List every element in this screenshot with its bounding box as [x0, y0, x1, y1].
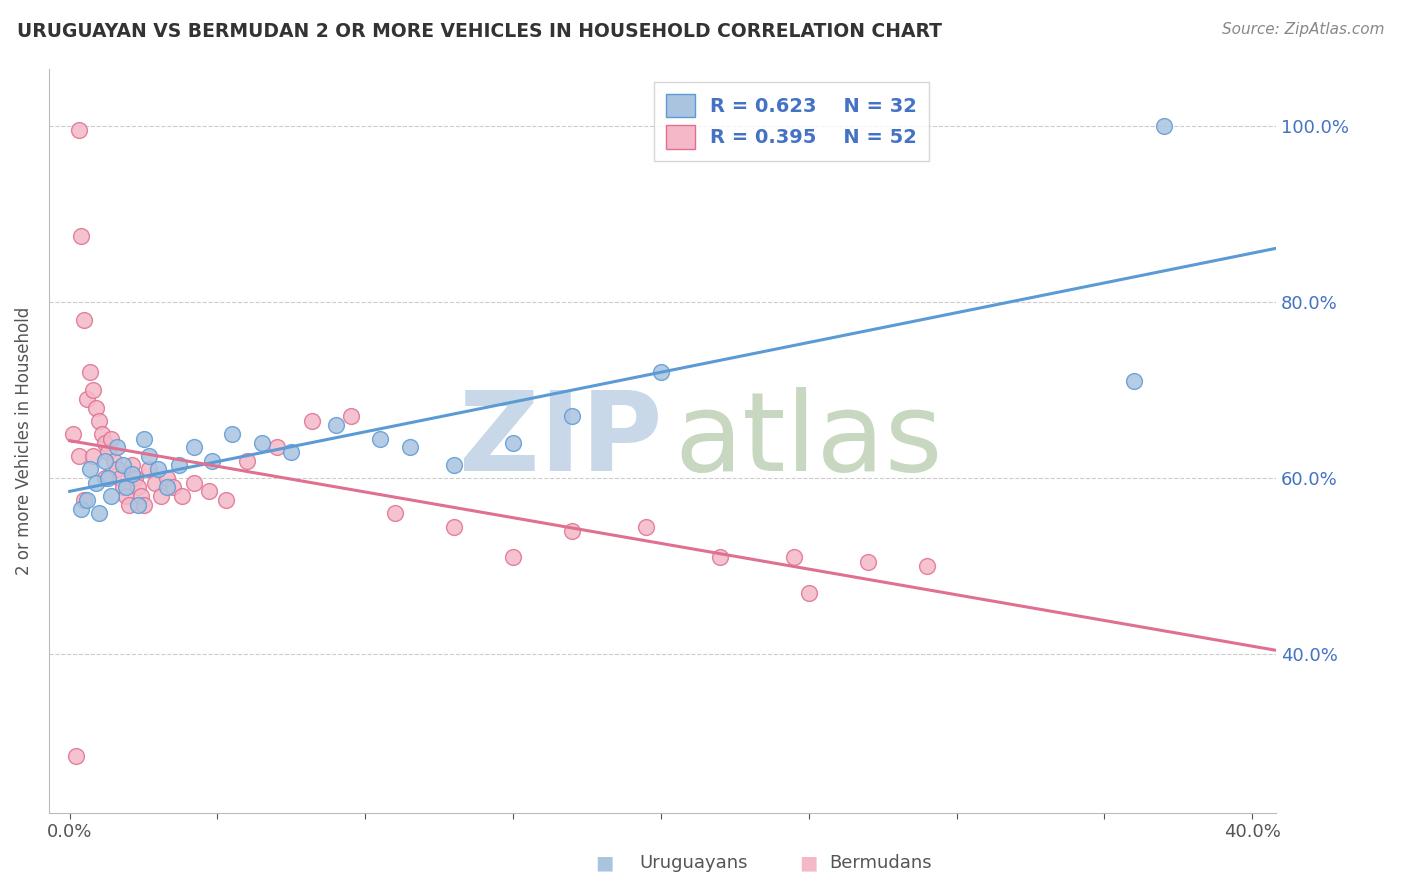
Point [167, 458, 190, 472]
Legend: R = 0.623    N = 32, R = 0.395    N = 52: R = 0.623 N = 32, R = 0.395 N = 52 [654, 82, 929, 161]
Point [398, 440, 420, 454]
Point [502, 436, 524, 450]
Text: URUGUAYAN VS BERMUDAN 2 OR MORE VEHICLES IN HOUSEHOLD CORRELATION CHART: URUGUAYAN VS BERMUDAN 2 OR MORE VEHICLES… [17, 22, 942, 41]
Point [156, 471, 179, 485]
Point [145, 475, 167, 490]
Point [67, 449, 90, 463]
Point [82, 449, 104, 463]
Point [91, 427, 114, 442]
Point [121, 458, 143, 472]
Point [797, 585, 820, 599]
Point [118, 498, 141, 512]
Point [84, 475, 107, 490]
Point [221, 427, 243, 442]
Text: ■: ■ [595, 854, 614, 872]
Point [89, 414, 111, 428]
Point [97, 471, 120, 485]
Text: Uruguayans: Uruguayans [640, 855, 748, 872]
Point [236, 453, 259, 467]
Point [108, 471, 131, 485]
Point [650, 366, 672, 380]
Point [67, 123, 90, 137]
Point [561, 524, 583, 538]
Point [162, 480, 184, 494]
Point [94, 471, 117, 485]
Point [856, 555, 879, 569]
Point [103, 453, 125, 467]
Point [115, 489, 138, 503]
Point [150, 489, 173, 503]
Point [79, 366, 101, 380]
Point [76, 392, 98, 406]
Text: Bermudans: Bermudans [830, 855, 932, 872]
Point [132, 498, 155, 512]
Point [111, 480, 134, 494]
Point [443, 458, 465, 472]
Point [215, 493, 238, 508]
Text: atlas: atlas [675, 387, 943, 494]
Text: ZIP: ZIP [460, 387, 662, 494]
Text: ■: ■ [799, 854, 818, 872]
Point [183, 475, 205, 490]
Point [124, 471, 146, 485]
Point [84, 401, 107, 415]
Point [94, 453, 117, 467]
Y-axis label: 2 or more Vehicles in Household: 2 or more Vehicles in Household [15, 307, 32, 574]
Point [148, 462, 170, 476]
Point [280, 444, 302, 458]
Point [129, 489, 152, 503]
Point [561, 409, 583, 424]
Point [65, 748, 87, 763]
Point [111, 458, 134, 472]
Point [183, 440, 205, 454]
Point [100, 489, 122, 503]
Point [170, 489, 193, 503]
Point [368, 432, 391, 446]
Point [915, 559, 938, 574]
Point [121, 467, 143, 481]
Point [156, 480, 179, 494]
Point [266, 440, 288, 454]
Point [89, 507, 111, 521]
Point [62, 427, 84, 442]
Point [636, 519, 658, 533]
Point [105, 462, 128, 476]
Point [339, 409, 361, 424]
Point [127, 480, 149, 494]
Point [73, 312, 96, 326]
Point [138, 462, 160, 476]
Point [97, 444, 120, 458]
Point [76, 493, 98, 508]
Point [197, 484, 219, 499]
Point [82, 383, 104, 397]
Point [94, 436, 117, 450]
Point [100, 432, 122, 446]
Point [709, 550, 731, 565]
Point [132, 432, 155, 446]
Point [138, 449, 160, 463]
Point [301, 414, 323, 428]
Point [127, 498, 149, 512]
Point [1153, 119, 1175, 133]
Point [79, 462, 101, 476]
Point [325, 418, 347, 433]
Point [502, 550, 524, 565]
Point [70, 502, 93, 516]
Text: Source: ZipAtlas.com: Source: ZipAtlas.com [1222, 22, 1385, 37]
Point [200, 453, 222, 467]
Point [443, 519, 465, 533]
Point [250, 436, 273, 450]
Point [70, 228, 93, 243]
Point [1123, 374, 1146, 388]
Point [783, 550, 806, 565]
Point [105, 440, 128, 454]
Point [115, 480, 138, 494]
Point [73, 493, 96, 508]
Point [384, 507, 406, 521]
